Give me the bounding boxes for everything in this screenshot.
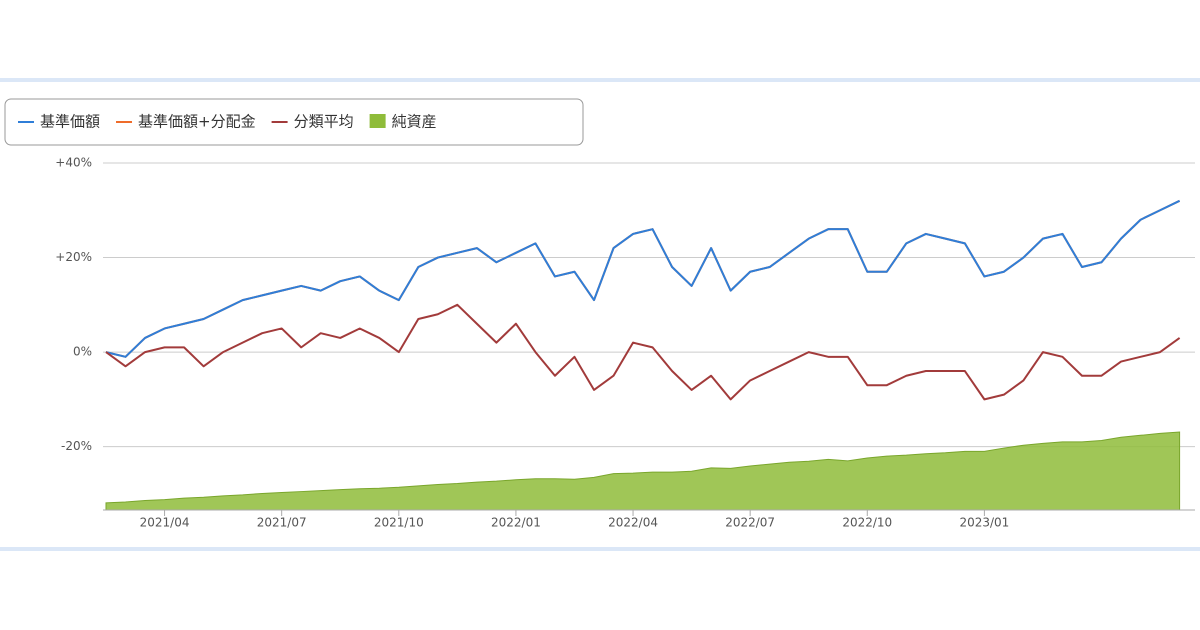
legend-swatch	[369, 114, 386, 128]
x-tick-label: 2022/10	[842, 516, 892, 530]
x-tick-label: 2022/07	[725, 516, 775, 530]
x-tick-label: 2021/07	[257, 516, 307, 530]
legend-label: 基準価額+分配金	[138, 113, 256, 131]
legend-label: 純資産	[392, 113, 437, 131]
line	[105, 303, 1181, 401]
legend-label: 基準価額	[40, 113, 100, 131]
y-tick-label: +20%	[55, 250, 92, 264]
legend-item[interactable]: 基準価額+分配金	[116, 113, 256, 131]
area	[105, 431, 1181, 511]
legend: 基準価額 基準価額+分配金 分類平均 純資産	[18, 113, 437, 131]
frame-bottom	[0, 547, 1200, 551]
x-tick-label: 2022/01	[491, 516, 541, 530]
frame-top	[0, 78, 1200, 82]
line	[105, 199, 1181, 358]
x-tick-label: 2022/04	[608, 516, 658, 530]
legend-box	[4, 98, 584, 146]
x-tick-label: 2021/04	[140, 516, 190, 530]
legend-item[interactable]: 分類平均	[271, 113, 354, 131]
y-tick-label: 0%	[73, 345, 92, 359]
y-tick-label: -20%	[61, 439, 92, 453]
plot-area	[103, 162, 1195, 511]
line	[105, 199, 1181, 358]
x-tick-label: 2023/01	[959, 516, 1009, 530]
legend-item[interactable]: 基準価額	[18, 113, 100, 131]
legend-label: 分類平均	[294, 113, 354, 131]
legend-item[interactable]: 純資産	[369, 113, 437, 131]
y-tick-label: +40%	[55, 156, 92, 170]
x-tick-label: 2021/10	[374, 516, 424, 530]
